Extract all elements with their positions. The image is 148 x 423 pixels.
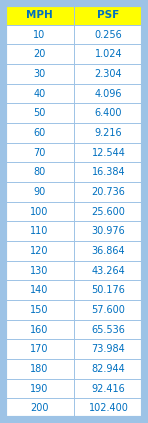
- Text: PSF: PSF: [97, 10, 120, 20]
- Text: 6.400: 6.400: [95, 108, 122, 118]
- Text: 20.736: 20.736: [92, 187, 126, 197]
- Text: 50.176: 50.176: [92, 285, 126, 295]
- Text: 70: 70: [33, 148, 46, 157]
- Text: 12.544: 12.544: [92, 148, 126, 157]
- Text: 43.264: 43.264: [92, 266, 125, 275]
- Text: 190: 190: [30, 384, 49, 393]
- Text: 36.864: 36.864: [92, 246, 125, 256]
- Text: 16.384: 16.384: [92, 167, 125, 177]
- Text: 30.976: 30.976: [92, 226, 125, 236]
- Text: 0.256: 0.256: [95, 30, 122, 39]
- Text: 140: 140: [30, 285, 49, 295]
- Text: 90: 90: [33, 187, 46, 197]
- Text: 160: 160: [30, 324, 49, 335]
- Text: 30: 30: [33, 69, 46, 79]
- Text: 57.600: 57.600: [92, 305, 126, 315]
- Text: 9.216: 9.216: [95, 128, 122, 138]
- Text: 1.024: 1.024: [95, 49, 122, 59]
- Text: 150: 150: [30, 305, 49, 315]
- Text: 92.416: 92.416: [92, 384, 125, 393]
- Text: 20: 20: [33, 49, 46, 59]
- Bar: [5, 5, 143, 25]
- Text: 60: 60: [33, 128, 46, 138]
- Text: 82.944: 82.944: [92, 364, 125, 374]
- Text: 80: 80: [33, 167, 46, 177]
- Text: 120: 120: [30, 246, 49, 256]
- Text: 180: 180: [30, 364, 49, 374]
- Text: 65.536: 65.536: [92, 324, 126, 335]
- Text: 4.096: 4.096: [95, 88, 122, 99]
- Text: 2.304: 2.304: [95, 69, 122, 79]
- Text: 25.600: 25.600: [92, 206, 126, 217]
- Text: 10: 10: [33, 30, 46, 39]
- Text: 200: 200: [30, 403, 49, 413]
- Text: 50: 50: [33, 108, 46, 118]
- Text: 40: 40: [33, 88, 46, 99]
- Text: 102.400: 102.400: [89, 403, 128, 413]
- Text: 100: 100: [30, 206, 49, 217]
- Text: MPH: MPH: [26, 10, 53, 20]
- Text: 170: 170: [30, 344, 49, 354]
- Text: 73.984: 73.984: [92, 344, 125, 354]
- Text: 130: 130: [30, 266, 49, 275]
- Text: 110: 110: [30, 226, 49, 236]
